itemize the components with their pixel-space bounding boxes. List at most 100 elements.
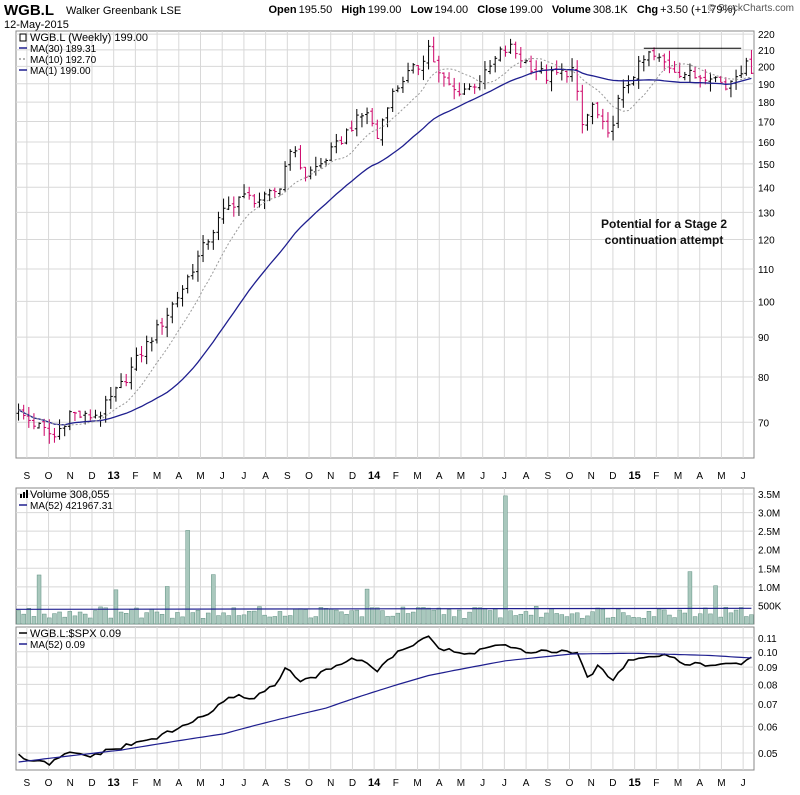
price-bar [195, 250, 200, 282]
volume-bar [303, 609, 308, 625]
volume-bar [211, 574, 216, 625]
ratio-y-tick-label: 0.11 [758, 634, 777, 645]
volume-bar [703, 607, 708, 625]
volume-bar [354, 609, 360, 625]
volume-y-tick-label: 1.5M [758, 564, 780, 575]
volume-bar [159, 614, 165, 625]
x-tick-label: F [393, 778, 399, 789]
x-tick-label: M [717, 778, 725, 789]
volume-bar [390, 615, 395, 625]
volume-bar [539, 616, 544, 625]
volume-bar [88, 617, 93, 625]
price-bar [16, 403, 21, 421]
volume-bar [400, 606, 406, 625]
x-tick-label: D [349, 778, 356, 789]
chart-date: 12-May-2015 [4, 19, 69, 31]
price-bar [575, 60, 580, 101]
x-tick-label: J [220, 471, 225, 482]
price-bar [626, 75, 631, 94]
price-bar [359, 113, 364, 128]
volume-bar [687, 571, 693, 625]
volume-pane-frame [15, 487, 755, 625]
volume-bar [605, 617, 611, 625]
ratio-pane-frame [15, 626, 755, 771]
x-tick-label: A [262, 471, 269, 482]
price-bar [641, 55, 646, 72]
price-bar [406, 62, 411, 83]
price-y-tick-label: 170 [758, 117, 775, 128]
volume-bar [518, 613, 524, 625]
price-y-tick-label: 120 [758, 236, 775, 247]
volume-bar [344, 614, 349, 625]
price-bar [498, 46, 503, 62]
price-y-tick-label: 140 [758, 183, 775, 194]
volume-bar [431, 609, 436, 625]
volume-bar [185, 530, 190, 625]
price-bar [108, 386, 113, 409]
volume-bar [590, 611, 595, 625]
open-value: 195.50 [298, 4, 333, 16]
volume-bar [154, 611, 160, 625]
volume-bar [487, 610, 493, 625]
price-bar [365, 107, 370, 125]
volume-bar [323, 608, 329, 625]
x-tick-label: D [88, 778, 95, 789]
price-bar [119, 373, 124, 389]
price-bar [436, 55, 441, 83]
x-tick-label: S [284, 778, 291, 789]
volume-value: 308.1K [592, 4, 628, 16]
volume-bar [662, 609, 667, 625]
x-tick-label: M [196, 778, 204, 789]
price-bar [493, 55, 498, 73]
volume-bar [467, 611, 472, 625]
price-y-tick-label: 80 [758, 373, 770, 384]
price-bar [31, 413, 36, 430]
volume-bar [523, 611, 529, 625]
price-bar [308, 166, 313, 180]
price-bar [708, 72, 713, 92]
price-bar [160, 317, 165, 335]
volume-bar [103, 607, 108, 625]
volume-bar [508, 610, 513, 625]
price-bar [600, 108, 605, 130]
volume-bar [713, 585, 718, 625]
x-tick-label: J [741, 778, 746, 789]
price-bar [744, 57, 749, 76]
volume-bar [554, 613, 559, 625]
volume-bar [615, 608, 621, 625]
price-bar [390, 88, 395, 112]
volume-bar [369, 607, 375, 625]
price-bar [554, 60, 559, 75]
volume-bar [190, 612, 196, 625]
volume-bar [682, 612, 688, 625]
price-bar [431, 36, 436, 63]
x-tick-label: 14 [368, 470, 381, 482]
volume-bar [200, 618, 206, 625]
volume-bar [380, 610, 385, 625]
x-tick-label: S [24, 471, 31, 482]
annotation-line-2: continuation attempt [604, 233, 724, 247]
price-bar [267, 188, 272, 202]
volume-y-tick-label: 2.5M [758, 527, 780, 538]
price-bar [508, 38, 513, 54]
price-bar [272, 187, 277, 199]
volume-bar [52, 613, 57, 625]
x-tick-label: A [436, 471, 443, 482]
x-tick-label: N [588, 778, 595, 789]
volume-bar [441, 614, 447, 625]
volume-bar [262, 614, 267, 625]
volume-bar [164, 586, 170, 625]
price-bar [698, 74, 703, 88]
x-tick-label: S [544, 778, 551, 789]
volume-bar [549, 608, 554, 625]
ratio-y-tick-label: 0.05 [758, 749, 778, 760]
price-bar [616, 94, 621, 129]
chg-value: +3.50 (+1.79%) [660, 4, 736, 16]
x-tick-label: F [653, 778, 659, 789]
price-bar [180, 285, 185, 307]
ratio-legend-entry: MA(52) 0.09 [30, 640, 85, 651]
x-tick-label: A [523, 471, 530, 482]
price-bar [129, 357, 134, 390]
price-bar [124, 373, 129, 387]
price-bar [534, 60, 539, 81]
